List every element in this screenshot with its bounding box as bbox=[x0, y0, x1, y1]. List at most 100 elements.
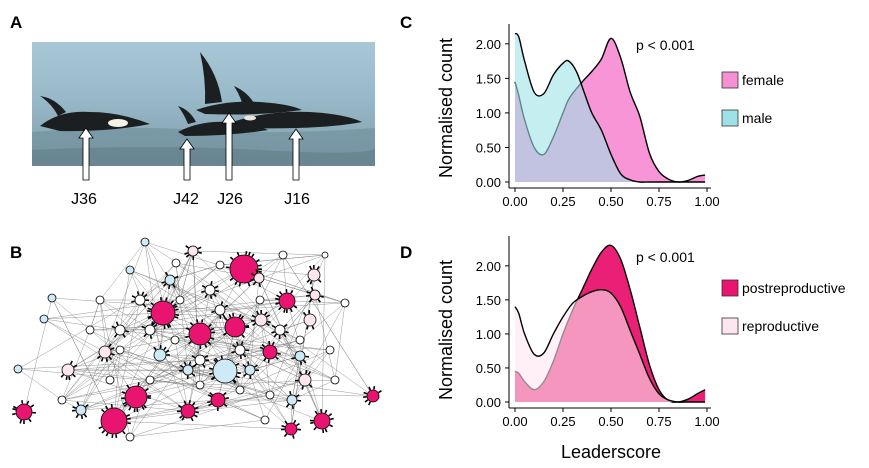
network-node bbox=[96, 296, 104, 304]
network-node bbox=[196, 381, 204, 389]
network-node bbox=[146, 376, 154, 384]
edge-arrowhead bbox=[164, 347, 166, 350]
edge-arrowhead bbox=[207, 402, 210, 403]
x-tick-label: 0.75 bbox=[646, 414, 671, 429]
network-node bbox=[285, 423, 297, 435]
edge-arrowhead bbox=[302, 386, 303, 389]
network-node bbox=[171, 336, 179, 344]
edge-arrowhead bbox=[267, 322, 270, 323]
x-tick-label: 0.75 bbox=[646, 194, 671, 209]
y-tick-label: 0.50 bbox=[476, 140, 501, 155]
edge-arrowhead bbox=[273, 342, 274, 345]
edge-arrowhead bbox=[73, 374, 76, 376]
edge-arrowhead bbox=[285, 332, 288, 333]
panel-label-c: C bbox=[400, 13, 412, 32]
edge-arrowhead bbox=[236, 363, 239, 365]
edge-arrowhead bbox=[192, 374, 195, 376]
edge-arrowhead bbox=[325, 410, 326, 413]
edge-arrowhead bbox=[138, 382, 139, 385]
panel-label-a: A bbox=[10, 13, 22, 32]
edge-arrowhead bbox=[215, 291, 218, 292]
network-edge bbox=[18, 369, 62, 400]
edge-arrowhead bbox=[250, 280, 253, 281]
edge-arrowhead bbox=[249, 252, 250, 255]
edge-arrowhead bbox=[291, 290, 293, 293]
edge-arrowhead bbox=[191, 418, 193, 421]
edge-arrowhead bbox=[276, 295, 279, 297]
legend-swatch-reproductive bbox=[722, 318, 738, 334]
network-node bbox=[76, 405, 86, 415]
edge-arrowhead bbox=[255, 365, 258, 367]
edge-arrowhead bbox=[13, 407, 16, 409]
edge-arrowhead bbox=[294, 420, 296, 423]
network-node bbox=[341, 299, 349, 307]
edge-arrowhead bbox=[198, 252, 201, 253]
network-node bbox=[151, 301, 175, 325]
edge-arrowhead bbox=[12, 409, 15, 410]
y-tick-label: 1.00 bbox=[476, 106, 501, 121]
edge-arrowhead bbox=[109, 344, 111, 347]
edge-arrowhead bbox=[189, 400, 190, 403]
edge-arrowhead bbox=[265, 312, 267, 315]
y-tick-label: 0.00 bbox=[476, 175, 501, 190]
edge-arrowhead bbox=[242, 341, 243, 344]
whale-label-j42: J42 bbox=[173, 191, 199, 208]
edge-arrowhead bbox=[258, 271, 261, 272]
edge-arrowhead bbox=[20, 420, 21, 423]
y-tick-label: 2.00 bbox=[476, 259, 501, 274]
edge-arrowhead bbox=[185, 253, 188, 254]
edge-arrowhead bbox=[310, 281, 311, 284]
edge-arrowhead bbox=[284, 434, 286, 437]
edge-arrowhead bbox=[221, 355, 222, 358]
whale-label-j16: J16 bbox=[284, 191, 310, 208]
edge-arrowhead bbox=[291, 309, 292, 312]
whale-label-j36: J36 bbox=[71, 191, 97, 208]
network-node bbox=[308, 269, 320, 281]
edge-arrowhead bbox=[202, 286, 205, 288]
edge-arrowhead bbox=[284, 334, 286, 337]
edge-arrowhead bbox=[138, 291, 139, 294]
y-tick-label: 1.50 bbox=[476, 293, 501, 308]
network-node bbox=[310, 290, 320, 300]
x-tick-label: 0.00 bbox=[502, 414, 527, 429]
x-tick-label: 0.00 bbox=[502, 194, 527, 209]
network-edge bbox=[24, 298, 52, 412]
edge-arrowhead bbox=[180, 365, 183, 367]
edge-arrowhead bbox=[185, 337, 188, 338]
x-tick-label: 1.00 bbox=[694, 194, 719, 209]
edge-arrowhead bbox=[294, 306, 297, 308]
edge-arrowhead bbox=[195, 407, 198, 408]
edge-arrowhead bbox=[180, 416, 183, 418]
edge-arrowhead bbox=[209, 368, 212, 369]
edge-arrowhead bbox=[76, 415, 78, 418]
network-node bbox=[326, 346, 334, 354]
network-node bbox=[86, 326, 94, 334]
edge-arrowhead bbox=[66, 376, 67, 379]
edge-arrowhead bbox=[111, 354, 114, 355]
edge-arrowhead bbox=[369, 402, 370, 405]
edge-arrowhead bbox=[319, 280, 321, 283]
edge-arrowhead bbox=[71, 361, 72, 364]
network-edge bbox=[260, 300, 345, 303]
edge-arrowhead bbox=[237, 342, 238, 345]
edge-arrowhead bbox=[287, 404, 289, 407]
y-tick-label: 0.00 bbox=[476, 395, 501, 410]
network-node bbox=[188, 246, 198, 256]
network-node bbox=[99, 346, 111, 358]
network-node bbox=[225, 317, 245, 337]
edge-arrowhead bbox=[102, 358, 103, 361]
network-node bbox=[235, 345, 245, 355]
edge-arrowhead bbox=[264, 358, 266, 361]
edge-arrowhead bbox=[243, 365, 246, 367]
edge-arrowhead bbox=[190, 322, 192, 325]
edge-arrowhead bbox=[106, 433, 108, 436]
p-value-annotation: p < 0.001 bbox=[636, 249, 695, 265]
x-tick-label: 0.25 bbox=[550, 194, 575, 209]
network-node bbox=[181, 404, 195, 418]
edge-arrowhead bbox=[152, 321, 153, 324]
legend-label-male: male bbox=[742, 110, 773, 126]
edge-arrowhead bbox=[201, 291, 204, 292]
edge-arrowhead bbox=[317, 266, 319, 269]
edge-arrowhead bbox=[142, 292, 143, 295]
edge-arrowhead bbox=[275, 303, 278, 304]
